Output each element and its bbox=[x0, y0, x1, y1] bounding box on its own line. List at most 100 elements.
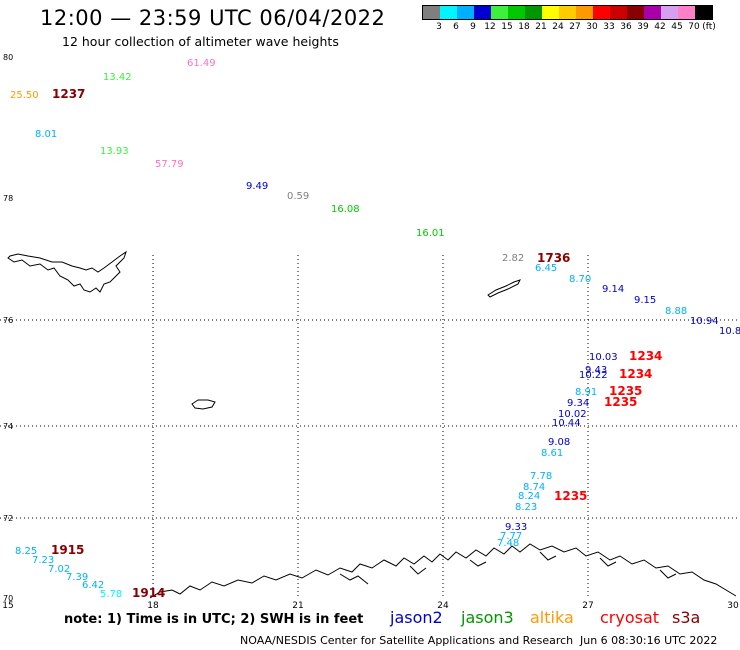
color-swatch bbox=[610, 6, 627, 19]
wave-height-label: 16.08 bbox=[331, 204, 360, 215]
color-scale-label: 42 bbox=[654, 22, 666, 32]
latitude-tick-label: 78 bbox=[3, 194, 13, 203]
color-scale-label: 45 bbox=[671, 22, 683, 32]
color-scale-label: 18 bbox=[518, 22, 530, 32]
wave-height-label: 9.34 bbox=[567, 398, 589, 409]
wave-height-label: 13.42 bbox=[103, 72, 132, 83]
wave-height-label: 61.49 bbox=[187, 58, 216, 69]
page-title: 12:00 — 23:59 UTC 06/04/2022 bbox=[40, 6, 386, 30]
color-scale-label: 30 bbox=[586, 22, 598, 32]
color-swatch bbox=[440, 6, 457, 19]
wave-height-label: 25.50 bbox=[10, 90, 39, 101]
color-swatch bbox=[593, 6, 610, 19]
wave-height-label: 7.78 bbox=[530, 471, 552, 482]
color-scale-label: 15 bbox=[501, 22, 513, 32]
latitude-tick-label: 70 bbox=[3, 594, 13, 603]
observation-time-label: 1234 bbox=[629, 349, 662, 363]
map-gridlines bbox=[0, 255, 740, 598]
norway-coastline bbox=[149, 543, 737, 599]
wave-height-label: 10.94 bbox=[690, 316, 719, 327]
legend-altika: altika bbox=[530, 608, 574, 627]
kong-karls-land bbox=[487, 279, 521, 298]
color-swatch bbox=[644, 6, 661, 19]
wave-height-label: 8.74 bbox=[523, 482, 545, 493]
color-scale-label: 9 bbox=[470, 22, 476, 32]
color-swatch bbox=[559, 6, 576, 19]
norway-fjord-detail bbox=[339, 551, 677, 585]
observation-time-label: 1736 bbox=[537, 251, 570, 265]
legend-jason3: jason3 bbox=[461, 608, 514, 627]
color-scale-label: 33 bbox=[603, 22, 615, 32]
color-swatch bbox=[678, 6, 695, 19]
color-scale-label: 39 bbox=[637, 22, 649, 32]
longitude-tick-label: 18 bbox=[147, 601, 159, 611]
wave-height-label: 7.39 bbox=[66, 572, 88, 583]
color-scale-labels: 3 6 9 12 15 18 21 24 27 30 33 36 39 42 45 70 (ft) bbox=[422, 20, 716, 32]
wave-height-label: 10.8 bbox=[719, 326, 740, 337]
color-scale-label: (ft) bbox=[702, 22, 716, 32]
longitude-tick-label: 21 bbox=[292, 601, 303, 611]
wave-height-label: 10.03 bbox=[589, 352, 618, 363]
color-swatch bbox=[508, 6, 525, 19]
color-scale-label: 24 bbox=[552, 22, 564, 32]
legend-s3a: s3a bbox=[672, 608, 701, 627]
color-swatch bbox=[491, 6, 508, 19]
wave-height-label: 7.02 bbox=[48, 564, 70, 575]
wave-height-label: 8.01 bbox=[35, 129, 57, 140]
page-subtitle: 12 hour collection of altimeter wave hei… bbox=[62, 34, 339, 49]
color-swatch bbox=[474, 6, 491, 19]
wave-height-label: 9.49 bbox=[246, 181, 268, 192]
color-swatch bbox=[576, 6, 593, 19]
wave-height-label: 9.15 bbox=[634, 295, 656, 306]
wave-height-label: 8.24 bbox=[518, 491, 540, 502]
observation-time-label: 1234 bbox=[619, 367, 652, 381]
wave-height-labels: 61.49 13.42 25.50 1237 8.01 13.93 57.79 9.49 0.5… bbox=[10, 58, 740, 600]
wave-height-label: 8.61 bbox=[541, 448, 563, 459]
bear-island bbox=[191, 399, 216, 410]
color-swatch bbox=[423, 6, 440, 19]
longitude-tick-label: 30 bbox=[727, 601, 739, 611]
longitude-tick-label: 27 bbox=[582, 601, 593, 611]
color-scale-swatches bbox=[422, 5, 713, 20]
latitude-tick-label: 74 bbox=[3, 422, 13, 431]
generated-timestamp: Jun 6 08:30:16 UTC 2022 bbox=[580, 634, 718, 647]
observation-time-label: 1235 bbox=[554, 489, 587, 503]
wave-height-label: 9.33 bbox=[505, 522, 527, 533]
observation-time-label: 1915 bbox=[51, 543, 84, 557]
wave-height-label: 7.48 bbox=[497, 538, 519, 549]
color-swatch bbox=[661, 6, 678, 19]
wave-height-label: 8.70 bbox=[569, 274, 591, 285]
wave-height-label: 9.43 bbox=[585, 365, 607, 376]
color-swatch bbox=[457, 6, 474, 19]
wave-height-label: 8.88 bbox=[665, 306, 687, 317]
longitude-tick-label: 15 bbox=[2, 601, 13, 611]
color-swatch bbox=[542, 6, 559, 19]
latitude-tick-label: 76 bbox=[3, 316, 13, 325]
observation-time-label: 1237 bbox=[52, 87, 85, 101]
color-scale-label: 3 bbox=[436, 22, 442, 32]
color-swatch bbox=[695, 6, 712, 19]
wave-height-label: 8.23 bbox=[515, 502, 537, 513]
color-swatch bbox=[627, 6, 644, 19]
wave-height-label: 9.08 bbox=[548, 437, 570, 448]
coastlines bbox=[7, 250, 737, 599]
wave-height-label: 13.93 bbox=[100, 146, 129, 157]
wave-height-label: 8.25 bbox=[15, 546, 37, 557]
color-scale-label: 36 bbox=[620, 22, 632, 32]
color-scale-label: 21 bbox=[535, 22, 547, 32]
color-swatch bbox=[525, 6, 542, 19]
color-scale-legend: 3 6 9 12 15 18 21 24 27 30 33 36 39 42 45 70 (ft) bbox=[422, 5, 716, 32]
wave-height-label: 6.42 bbox=[82, 580, 104, 591]
wave-height-label: 5.78 bbox=[100, 589, 122, 600]
units-note: note: 1) Time is in UTC; 2) SWH is in fe… bbox=[64, 612, 364, 627]
wave-height-label: 10.22 bbox=[579, 370, 608, 381]
observation-time-label: 1235 bbox=[609, 384, 642, 398]
credit-text: NOAA/NESDIS Center for Satellite Applica… bbox=[240, 634, 574, 647]
color-scale-label: 6 bbox=[453, 22, 459, 32]
color-scale-label: 12 bbox=[484, 22, 496, 32]
wave-height-label: 10.44 bbox=[552, 418, 581, 429]
wave-height-label: 6.45 bbox=[535, 263, 557, 274]
observation-time-label: 1235 bbox=[604, 395, 637, 409]
